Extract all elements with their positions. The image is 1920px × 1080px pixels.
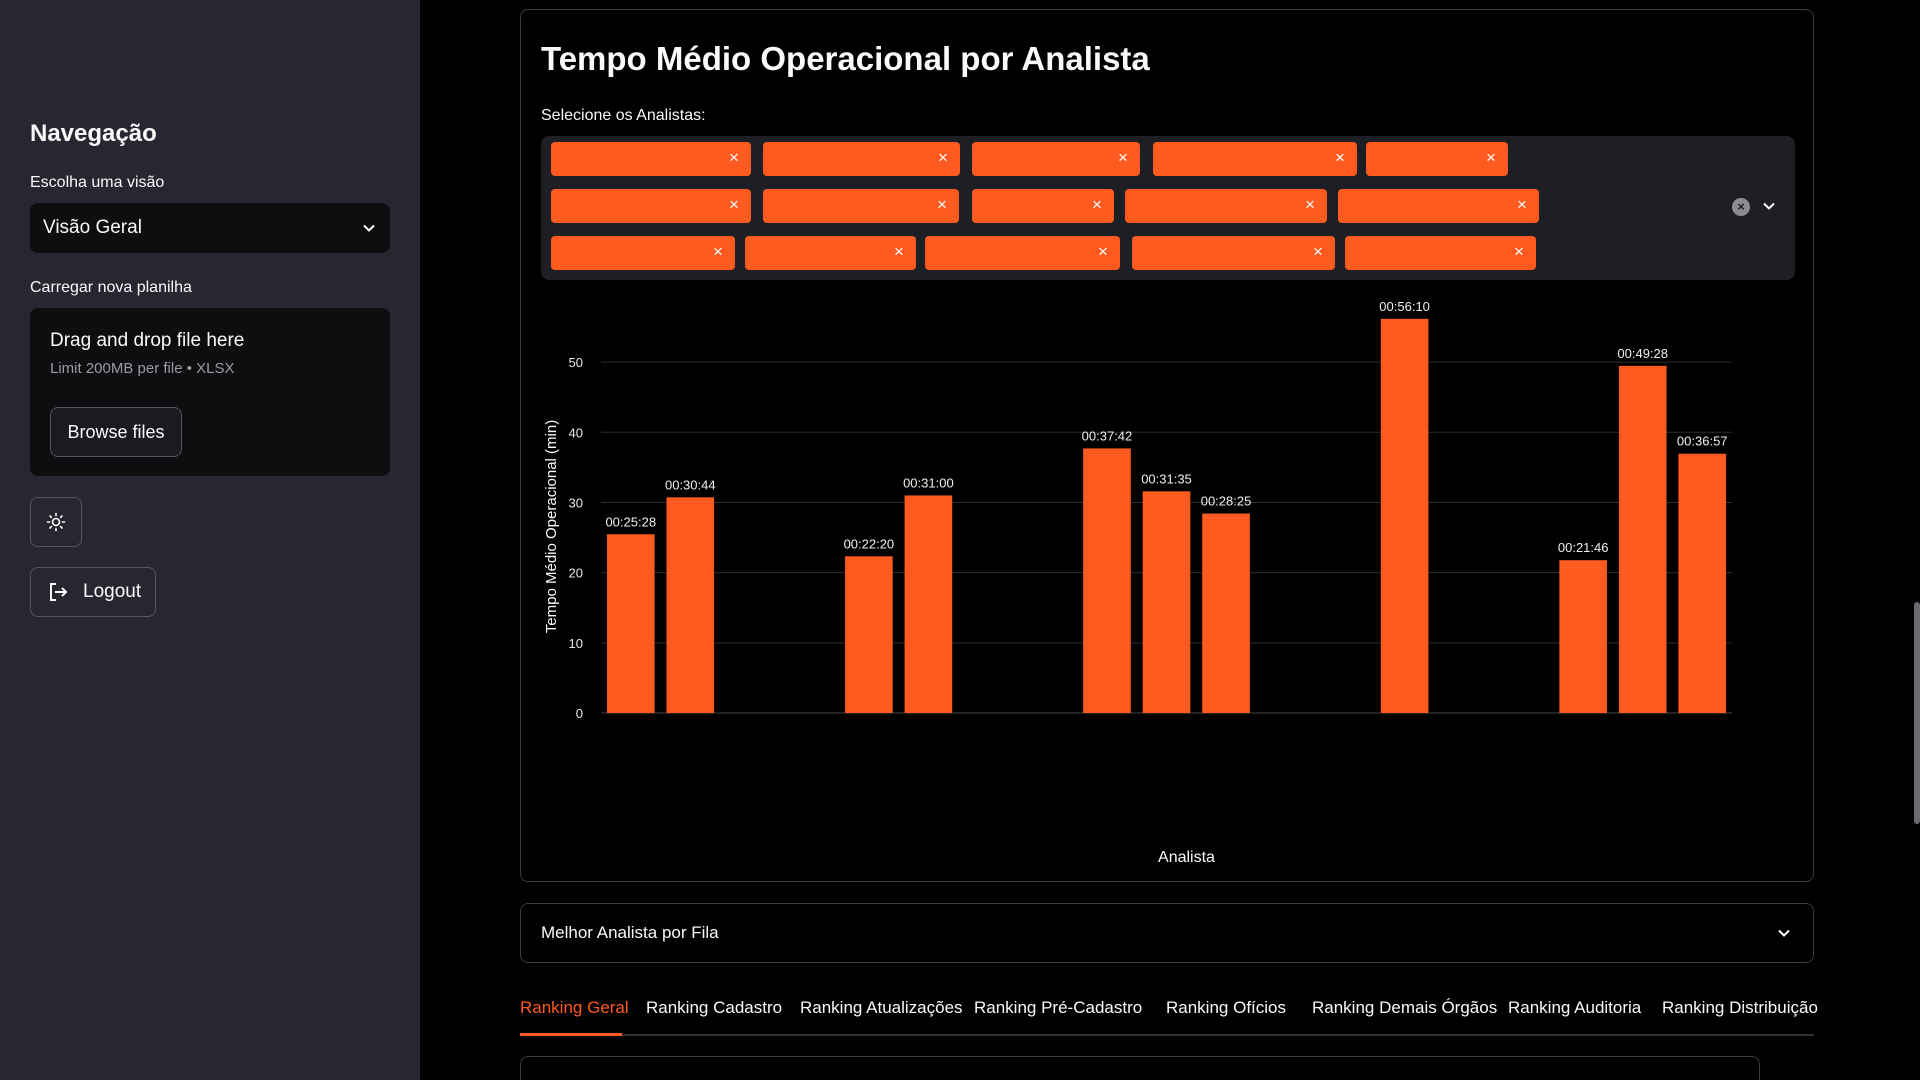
best-analyst-expander[interactable]: Melhor Analista por Fila bbox=[520, 903, 1814, 963]
bar bbox=[904, 495, 953, 713]
remove-tag-icon[interactable]: × bbox=[894, 242, 904, 261]
remove-tag-icon[interactable]: × bbox=[1517, 195, 1527, 214]
remove-tag-icon[interactable]: × bbox=[1098, 242, 1108, 261]
view-select[interactable]: Visão Geral bbox=[30, 203, 390, 253]
tab-ranking-demais-orgaos[interactable]: Ranking Demais Órgãos bbox=[1312, 998, 1498, 1017]
logout-button[interactable]: Logout bbox=[30, 567, 156, 617]
theme-toggle-button[interactable] bbox=[30, 497, 82, 547]
bar-value-label: 00:37:42 bbox=[1082, 428, 1133, 443]
bar-value-label: 00:30:44 bbox=[665, 477, 716, 492]
analyst-tag[interactable]: × bbox=[1338, 189, 1539, 223]
bar-value-label: 00:22:20 bbox=[844, 536, 895, 551]
bar bbox=[666, 497, 715, 713]
remove-tag-icon[interactable]: × bbox=[713, 242, 723, 261]
bar-chart: 0 10 20 30 40 50 00:25:28 00:30:44 00:22:20 00:31… bbox=[543, 299, 1732, 866]
chevron-down-icon bbox=[363, 224, 375, 232]
y-tick-label: 50 bbox=[569, 355, 583, 370]
analyst-tag[interactable]: × bbox=[745, 236, 916, 270]
analyst-tag[interactable]: × bbox=[925, 236, 1120, 270]
bar-value-label: 00:36:57 bbox=[1677, 434, 1728, 449]
remove-tag-icon[interactable]: × bbox=[1486, 148, 1496, 167]
remove-tag-icon[interactable]: × bbox=[1092, 195, 1102, 214]
y-tick-label: 20 bbox=[569, 566, 583, 581]
dropzone-hint: Limit 200MB per file • XLSX bbox=[50, 360, 235, 377]
tab-ranking-atualizacoes[interactable]: Ranking Atualizações bbox=[800, 998, 963, 1017]
chevron-down-icon bbox=[1778, 929, 1790, 937]
bar bbox=[845, 556, 893, 713]
logout-icon bbox=[50, 583, 68, 601]
chevron-down-icon[interactable] bbox=[1759, 196, 1779, 216]
analyst-tag[interactable]: × bbox=[763, 142, 960, 176]
bar-value-label: 00:21:46 bbox=[1558, 540, 1609, 555]
analyst-tag[interactable]: × bbox=[972, 142, 1140, 176]
bar-value-label: 00:28:25 bbox=[1201, 494, 1252, 509]
sun-icon bbox=[46, 512, 66, 532]
tab-ranking-auditoria[interactable]: Ranking Auditoria bbox=[1508, 998, 1642, 1017]
analyst-tag[interactable]: × bbox=[1366, 142, 1508, 176]
bar-value-label: 00:25:28 bbox=[605, 514, 656, 529]
bar bbox=[606, 534, 655, 713]
analyst-select-label: Selecione os Analistas: bbox=[541, 107, 706, 124]
analyst-tag[interactable]: × bbox=[551, 189, 751, 223]
remove-tag-icon[interactable]: × bbox=[729, 148, 739, 167]
bar-value-label: 00:56:10 bbox=[1379, 299, 1430, 314]
browse-files-button[interactable]: Browse files bbox=[50, 407, 182, 457]
analyst-tag[interactable]: × bbox=[763, 189, 959, 223]
bar-value-label: 00:31:00 bbox=[903, 475, 954, 490]
remove-tag-icon[interactable]: × bbox=[1313, 242, 1323, 261]
bar bbox=[1380, 318, 1429, 713]
remove-tag-icon[interactable]: × bbox=[1305, 195, 1315, 214]
y-tick-label: 10 bbox=[569, 636, 583, 651]
bar bbox=[1618, 365, 1667, 713]
clear-all-icon[interactable]: × bbox=[1732, 198, 1750, 216]
upload-label: Carregar nova planilha bbox=[30, 279, 192, 296]
bar-value-label: 00:49:28 bbox=[1617, 346, 1668, 361]
file-dropzone[interactable]: Drag and drop file here Limit 200MB per … bbox=[30, 308, 390, 476]
analyst-tag[interactable]: × bbox=[1345, 236, 1536, 270]
bar bbox=[1083, 448, 1131, 713]
analyst-tag[interactable]: × bbox=[1132, 236, 1335, 270]
dropzone-title: Drag and drop file here bbox=[50, 330, 245, 351]
expander-label: Melhor Analista por Fila bbox=[541, 923, 719, 942]
remove-tag-icon[interactable]: × bbox=[937, 195, 947, 214]
sidebar: Navegação Escolha uma visão Visão Geral … bbox=[0, 0, 420, 1080]
logout-label: Logout bbox=[83, 581, 142, 602]
tab-ranking-distribuicao[interactable]: Ranking Distribuição bbox=[1662, 998, 1818, 1017]
page-scrollbar[interactable] bbox=[1914, 602, 1920, 824]
analyst-multiselect[interactable]: × × × × × × × × × × × × × × × × bbox=[541, 136, 1795, 280]
tab-ranking-oficios[interactable]: Ranking Ofícios bbox=[1166, 998, 1286, 1017]
y-tick-label: 0 bbox=[576, 706, 583, 721]
bar bbox=[1678, 453, 1727, 713]
tab-ranking-cadastro[interactable]: Ranking Cadastro bbox=[646, 998, 783, 1017]
tab-content-panel bbox=[520, 1056, 1760, 1080]
view-select-label: Escolha uma visão bbox=[30, 174, 165, 191]
bar bbox=[1142, 491, 1191, 713]
tab-ranking-pre-cadastro[interactable]: Ranking Pré-Cadastro bbox=[974, 998, 1143, 1017]
analyst-tag[interactable]: × bbox=[1153, 142, 1357, 176]
bar bbox=[1559, 560, 1607, 713]
bar bbox=[1202, 513, 1250, 713]
remove-tag-icon[interactable]: × bbox=[1514, 242, 1524, 261]
analyst-tag[interactable]: × bbox=[1125, 189, 1327, 223]
analyst-tag[interactable]: × bbox=[972, 189, 1114, 223]
active-tab-indicator bbox=[520, 1033, 622, 1036]
view-select-value: Visão Geral bbox=[43, 217, 142, 238]
sidebar-title: Navegação bbox=[30, 120, 157, 147]
remove-tag-icon[interactable]: × bbox=[938, 148, 948, 167]
x-axis-title: Analista bbox=[1158, 849, 1215, 866]
remove-tag-icon[interactable]: × bbox=[1335, 148, 1345, 167]
chart-panel: Tempo Médio Operacional por Analista Sel… bbox=[520, 9, 1814, 882]
bar-value-label: 00:31:35 bbox=[1141, 471, 1192, 486]
analyst-tag[interactable]: × bbox=[551, 142, 751, 176]
page-title: Tempo Médio Operacional por Analista bbox=[541, 40, 1150, 77]
y-tick-label: 40 bbox=[569, 425, 583, 440]
remove-tag-icon[interactable]: × bbox=[1118, 148, 1128, 167]
y-tick-label: 30 bbox=[569, 495, 583, 510]
ranking-tabs: Ranking Geral Ranking Cadastro Ranking A… bbox=[520, 996, 1818, 1036]
remove-tag-icon[interactable]: × bbox=[729, 195, 739, 214]
analyst-tag[interactable]: × bbox=[551, 236, 735, 270]
y-axis-title: Tempo Médio Operacional (min) bbox=[543, 420, 560, 633]
tab-ranking-geral[interactable]: Ranking Geral bbox=[520, 998, 629, 1017]
